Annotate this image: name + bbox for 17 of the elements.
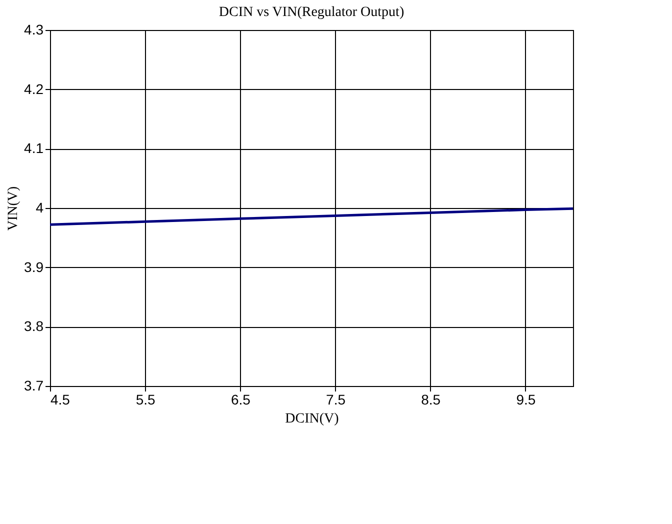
y-tick-label: 4.1	[24, 140, 44, 156]
x-tick-label: 4.5	[50, 392, 70, 408]
y-tick-label: 4.2	[24, 80, 44, 97]
x-tick-label: 5.5	[136, 392, 156, 408]
y-tick-label: 3.7	[24, 378, 44, 394]
line-series	[48, 207, 574, 226]
x-tick-label: 8.5	[421, 392, 441, 408]
chart-title: DCIN vs VIN(Regulator Output)	[218, 5, 404, 20]
y-tick-label: 3.9	[24, 258, 44, 275]
x-axis-title: DCIN(V)	[285, 412, 340, 426]
x-tick-label: 9.5	[516, 392, 536, 408]
y-axis-title: VIN(V)	[6, 186, 22, 231]
y-tick-label: 4.3	[24, 22, 44, 38]
y-tick-label: 3.8	[24, 318, 44, 334]
x-tick-label: 6.5	[230, 392, 251, 408]
x-tick-label: 7.5	[326, 392, 346, 408]
y-tick-label: 4	[36, 200, 44, 216]
